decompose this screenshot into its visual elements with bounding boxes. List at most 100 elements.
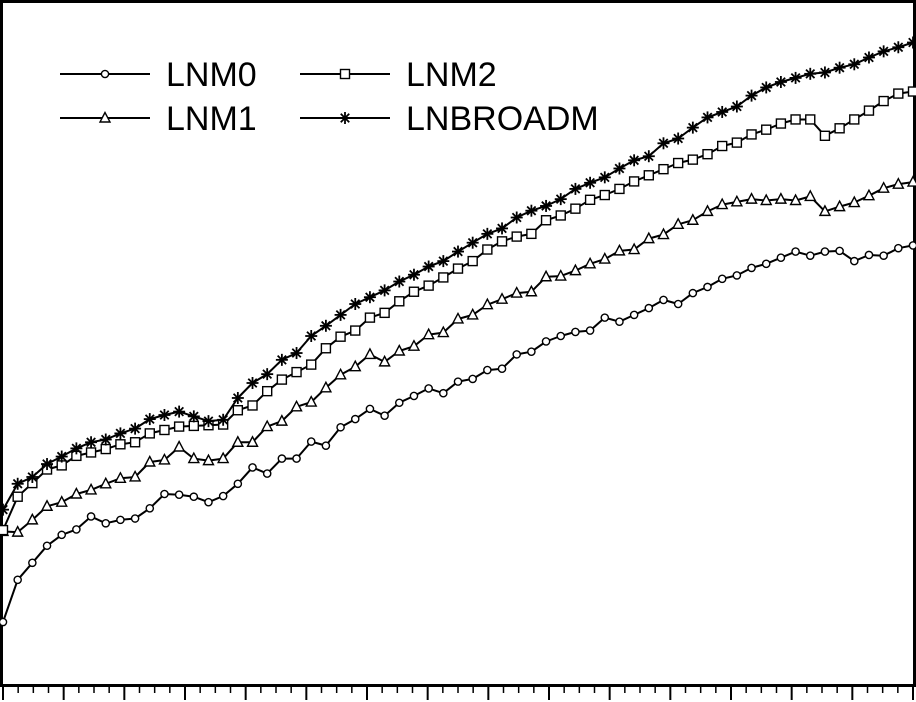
data-point [716,140,728,152]
data-point [407,339,421,351]
series-lnm0 [0,241,916,627]
data-point [569,182,582,195]
data-point [745,89,758,102]
data-point [849,114,860,125]
data-point [158,452,171,465]
data-point [672,132,685,145]
data-point [833,199,846,212]
data-point [188,420,200,432]
data-point [600,313,610,322]
data-point [72,525,81,534]
data-point [26,512,39,525]
data-point [424,384,433,393]
data-point [217,413,230,426]
data-point [525,204,538,217]
data-point [774,75,787,88]
data-point [863,105,875,116]
data-point [11,477,24,490]
legend-label-lnm1: LNM1 [166,100,257,138]
data-point [277,454,287,463]
data-point [306,437,316,446]
data-point [673,299,683,309]
data-point [745,192,758,204]
data-point [628,154,641,167]
data-point [627,242,641,255]
data-point [554,193,567,206]
data-point [642,231,655,244]
data-point [275,353,288,366]
data-point [85,436,98,449]
data-point [144,428,155,439]
legend-item-lnm1: LNM1 [60,100,257,138]
data-point [527,347,536,356]
data-point [760,193,773,206]
data-point [202,453,215,466]
data-point [571,327,580,337]
data-point [893,88,904,99]
data-point [187,410,200,423]
data-point [394,296,405,307]
data-point [159,424,170,436]
data-point [408,286,420,297]
data-point [276,374,288,385]
data-point [747,263,756,273]
data-point [877,45,890,58]
data-point [378,284,391,297]
data-point [363,347,377,360]
data-point [394,398,404,408]
data-point [746,129,757,140]
data-point [907,86,916,97]
data-point [85,447,97,458]
data-point [672,217,685,230]
data-point [584,194,596,206]
data-point [218,491,228,501]
series-line-lnm2 [2,90,914,531]
data-point [703,282,712,292]
series-line-lnm0 [2,244,914,623]
data-point [848,195,861,208]
data-point [541,337,551,346]
data-point [100,443,111,455]
legend-marker-lnm0 [100,69,110,79]
data-point [554,269,567,281]
data-point [496,222,509,235]
data-point [247,400,258,411]
data-point [261,385,273,397]
legend-marker-lnm2 [339,68,351,80]
data-point [70,486,83,499]
data-point [730,100,743,113]
data-point [643,170,655,181]
data-point [393,343,406,356]
data-point [86,512,96,521]
data-point [833,61,846,74]
data-point [789,193,802,206]
data-point [584,176,597,189]
data-point [598,252,611,264]
data-point [129,437,141,448]
data-point [731,137,743,148]
data-point [686,213,699,225]
data-point [292,454,301,463]
data-point [145,504,155,513]
data-point [393,275,406,288]
data-point [12,491,23,502]
data-point [350,414,360,424]
data-point [319,380,333,393]
data-point [732,271,742,280]
data-point [642,150,655,163]
data-point [526,228,537,240]
data-point [657,137,670,150]
legend: LNM0 LNM1 LNM2 LNBROADM [60,56,599,138]
data-point [555,210,566,221]
data-point [835,246,844,256]
data-point [246,435,259,447]
data-point [55,450,68,463]
data-point [877,181,890,193]
series-lnm2 [0,86,916,536]
data-point [468,374,477,384]
data-point [525,284,538,297]
data-point [232,405,244,416]
data-point [820,247,830,256]
data-point [569,263,582,276]
